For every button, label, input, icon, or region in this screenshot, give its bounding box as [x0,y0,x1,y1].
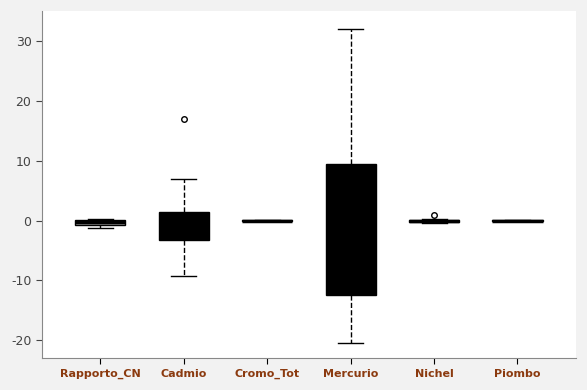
PathPatch shape [409,220,459,222]
PathPatch shape [75,220,126,225]
PathPatch shape [158,212,209,240]
PathPatch shape [326,164,376,295]
